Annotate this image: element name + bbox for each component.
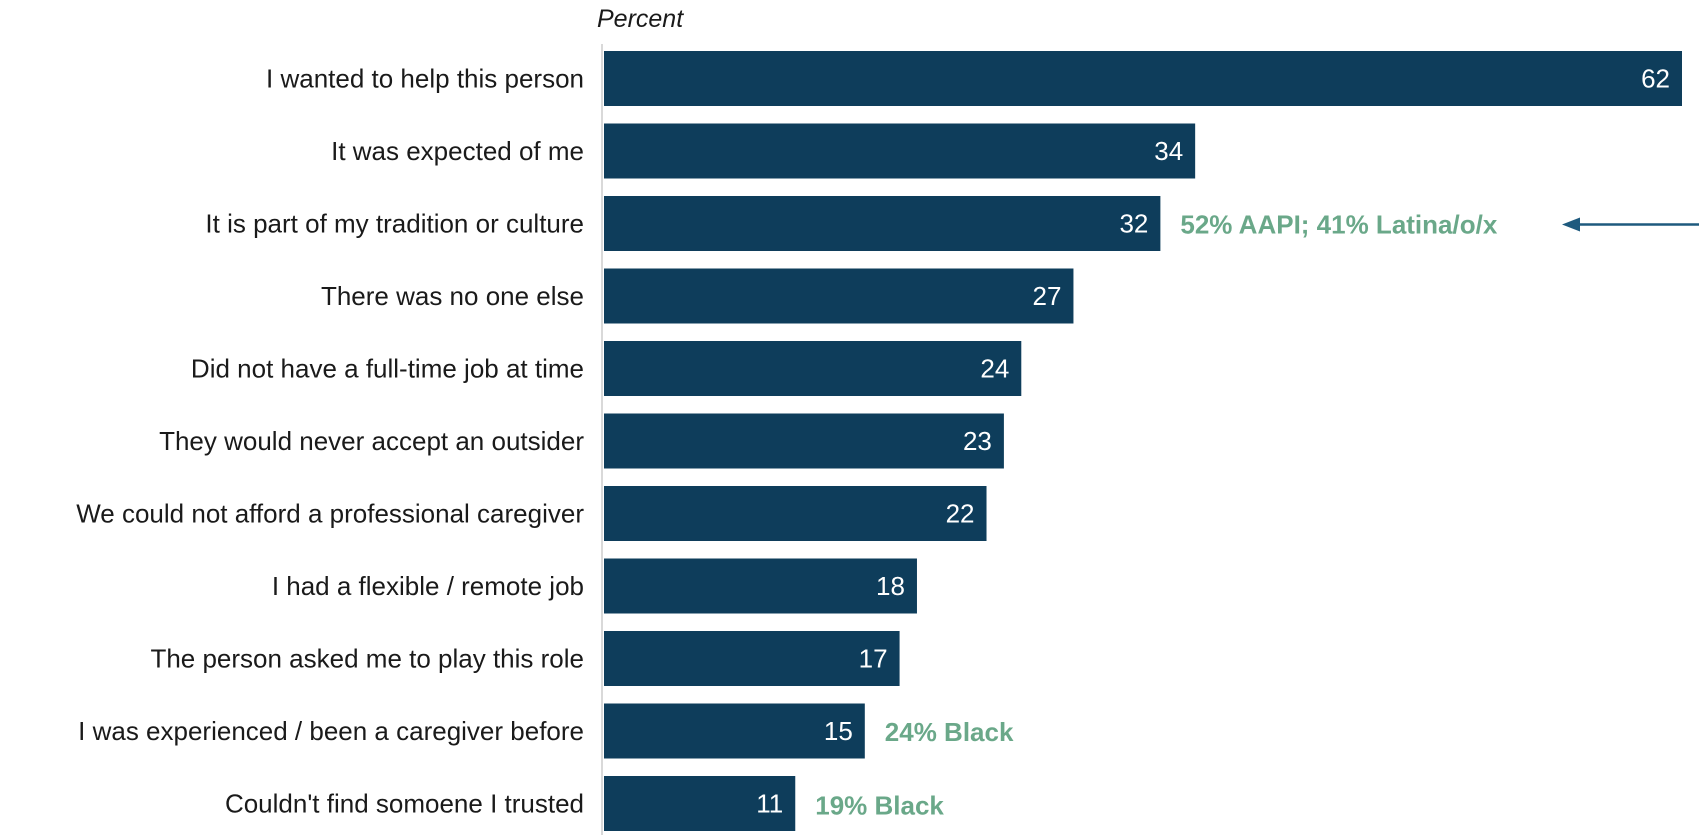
value-label-it-was-expected-of-me: 34: [1154, 136, 1183, 166]
category-label-i-was-experienced-been-a-caregiver-before: I was experienced / been a caregiver bef…: [78, 716, 584, 746]
unit-label: Percent: [597, 5, 684, 33]
bar-i-was-experienced-been-a-caregiver-before: [604, 703, 865, 759]
value-label-they-would-never-accept-an-outsider: 23: [963, 426, 992, 456]
bar-it-was-expected-of-me: [604, 123, 1196, 179]
category-label-i-had-a-flexible-remote-job: I had a flexible / remote job: [272, 571, 584, 601]
bar-did-not-have-a-full-time-job-at-time: [604, 341, 1022, 396]
bar-they-would-never-accept-an-outsider: [604, 413, 1004, 469]
annotation-52-aapi-41-latina-o-x: 52% AAPI; 41% Latina/o/x: [1180, 210, 1497, 240]
bar-we-could-not-afford-a-professional-caregiver: [604, 486, 987, 541]
bars-layer: I wanted to help this person 62 It was exp…: [76, 51, 1699, 831]
value-label-did-not-have-a-full-time-job-at-time: 24: [980, 354, 1009, 384]
annotation-24-black: 24% Black: [885, 717, 1014, 747]
value-label-i-had-a-flexible-remote-job: 18: [876, 571, 905, 601]
value-label-it-is-part-of-my-tradition-or-culture: 32: [1119, 209, 1148, 239]
category-label-did-not-have-a-full-time-job-at-time: Did not have a full-time job at time: [191, 354, 584, 384]
value-label-i-wanted-to-help-this-person: 62: [1641, 64, 1670, 94]
bar-the-person-asked-me-to-play-this-role: [604, 631, 900, 686]
category-label-the-person-asked-me-to-play-this-role: The person asked me to play this role: [150, 644, 584, 674]
annotation-19-black: 19% Black: [815, 791, 944, 821]
bar-i-had-a-flexible-remote-job: [604, 558, 917, 614]
value-label-i-was-experienced-been-a-caregiver-before: 15: [824, 716, 853, 746]
category-label-i-wanted-to-help-this-person: I wanted to help this person: [266, 64, 584, 94]
category-label-we-could-not-afford-a-professional-caregiver: We could not afford a professional careg…: [76, 499, 584, 529]
value-label-there-was-no-one-else: 27: [1033, 281, 1062, 311]
bar-i-wanted-to-help-this-person: [604, 51, 1682, 106]
category-label-it-is-part-of-my-tradition-or-culture: It is part of my tradition or culture: [205, 209, 584, 239]
category-label-it-was-expected-of-me: It was expected of me: [331, 136, 584, 166]
category-label-couldn-t-find-somoene-i-trusted: Couldn't find somoene I trusted: [225, 789, 584, 819]
bar-there-was-no-one-else: [604, 268, 1074, 324]
bar-it-is-part-of-my-tradition-or-culture: [604, 196, 1161, 251]
value-label-couldn-t-find-somoene-i-trusted: 11: [756, 789, 783, 819]
value-label-we-could-not-afford-a-professional-caregiver: 22: [946, 499, 975, 529]
category-label-there-was-no-one-else: There was no one else: [321, 281, 584, 311]
category-label-they-would-never-accept-an-outsider: They would never accept an outsider: [159, 426, 584, 456]
value-label-the-person-asked-me-to-play-this-role: 17: [859, 644, 888, 674]
bar-couldn-t-find-somoene-i-trusted: [604, 776, 796, 831]
annotation-arrow-head: [1562, 217, 1580, 232]
